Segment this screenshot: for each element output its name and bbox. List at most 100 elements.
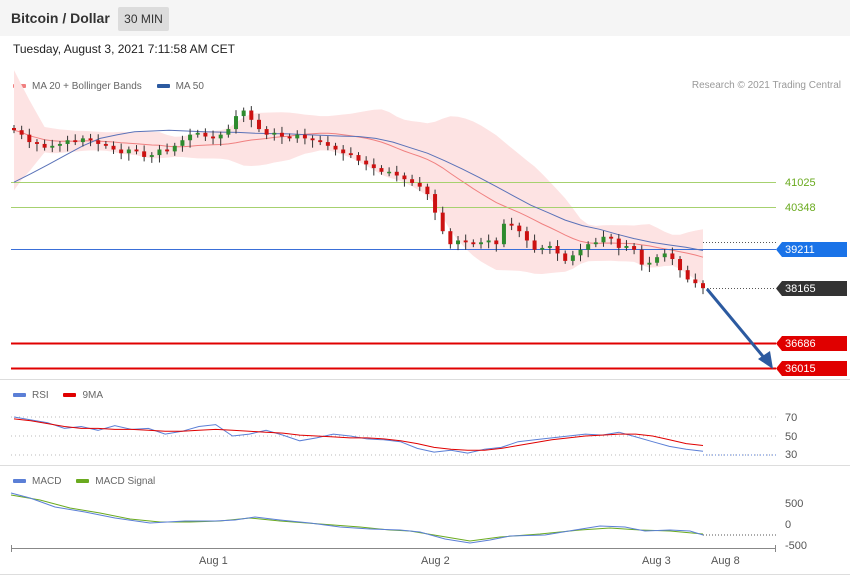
legend-swatch: [13, 393, 26, 398]
candle-body: [241, 110, 246, 117]
candle-body: [517, 225, 522, 232]
legend-item-ma50: MA 50: [156, 81, 204, 92]
candle-body: [394, 171, 399, 176]
candle-body: [318, 140, 323, 143]
support-1-tag: 36686: [776, 336, 847, 351]
candle-body: [165, 149, 170, 152]
candle-body: [325, 142, 330, 146]
candle-body: [647, 262, 652, 265]
legend-label: MA 50: [175, 81, 204, 92]
candle-body: [655, 257, 660, 263]
candle-body: [103, 143, 108, 146]
candle-body: [96, 140, 101, 144]
legend-swatch: [63, 393, 77, 398]
candle-body: [218, 134, 223, 139]
candle-body: [448, 231, 453, 245]
bollinger-band-fill: [14, 70, 703, 286]
candle-body: [195, 132, 200, 135]
price-levels: [11, 182, 776, 370]
candle-body: [34, 142, 39, 144]
candle-body: [287, 136, 292, 139]
rsi-9ma-line: [13, 418, 704, 451]
rsi-tick-70: 70: [785, 412, 797, 424]
legend-swatch: [13, 479, 26, 484]
rsi-legend: RSI 9MA: [13, 389, 115, 403]
candle-body: [478, 242, 483, 245]
resistance-1-label: 40348: [785, 202, 816, 214]
credit-text: Research © 2021 Trading Central: [691, 80, 841, 91]
candle-body: [172, 145, 177, 152]
support-2-label: 36015: [785, 363, 816, 375]
candle-body: [563, 253, 568, 261]
candle-body: [279, 132, 284, 137]
macd-line: [10, 492, 704, 544]
candle-body: [364, 160, 369, 165]
candle-body: [65, 140, 70, 144]
candle-body: [119, 149, 124, 154]
candle-body: [616, 238, 621, 248]
forecast-arrow-head: [758, 351, 773, 369]
pivot-label: 39211: [785, 244, 815, 256]
candle-body: [547, 246, 552, 248]
rsi-panel: 70 50 30: [11, 412, 797, 461]
candle-body: [494, 240, 499, 245]
last-price-label: 38165: [785, 283, 816, 295]
legend-label: 9MA: [82, 390, 104, 401]
candle-body: [570, 255, 575, 261]
candle-body: [601, 236, 606, 243]
resistance-2-label: 41025: [785, 177, 816, 189]
candle-body: [486, 240, 491, 243]
candle-body: [532, 240, 537, 250]
legend-item-macd-signal: MACD Signal: [76, 476, 155, 487]
candle-body: [272, 132, 277, 135]
candle-body: [425, 186, 430, 195]
macd-tick-0: 0: [785, 519, 791, 531]
candle-body: [256, 119, 261, 130]
candle-body: [417, 182, 422, 187]
candle-body: [701, 283, 705, 289]
pivot-tag-bg: [776, 242, 847, 257]
candle-body: [662, 253, 667, 258]
forecast-arrow-shaft: [705, 288, 768, 361]
support-2-tag-bg: [776, 361, 847, 376]
candle-body: [371, 164, 376, 169]
candle-body: [12, 127, 16, 131]
macd-signal-line: [10, 494, 704, 542]
candle-body: [149, 155, 154, 157]
candle-body: [203, 132, 208, 137]
legend-swatch: [76, 479, 90, 484]
candle-body: [555, 246, 560, 254]
candle-body: [333, 145, 338, 150]
legend-item-rsi: RSI: [13, 390, 49, 401]
candle-body: [57, 143, 62, 146]
candle-body: [433, 194, 438, 213]
candle-body: [540, 247, 545, 250]
x-label-aug1: Aug 1: [199, 555, 228, 567]
legend-label: MA 20 + Bollinger Bands: [32, 81, 142, 92]
ma50-line: [13, 129, 704, 251]
candle-body: [578, 249, 583, 256]
support-1-label: 36686: [785, 338, 816, 350]
timestamp: Tuesday, August 3, 2021 7:11:58 AM CET: [13, 42, 235, 56]
candle-body: [678, 259, 683, 271]
last-price-tag: 38165: [776, 281, 847, 296]
candle-body: [624, 246, 629, 248]
candle-body: [264, 129, 269, 135]
candle-body: [295, 134, 300, 139]
candle-body: [234, 116, 239, 130]
candle-body: [670, 253, 675, 260]
candle-body: [509, 223, 514, 226]
candle-body: [593, 242, 598, 245]
candle-body: [410, 179, 415, 183]
support-2-tag: 36015: [776, 361, 847, 376]
rsi-tick-30: 30: [785, 449, 797, 461]
candlesticks: [12, 106, 705, 295]
interval-badge[interactable]: 30 MIN: [118, 7, 169, 31]
x-label-aug8: Aug 8: [711, 555, 740, 567]
candle-body: [387, 171, 392, 174]
legend-swatch: [156, 84, 170, 89]
pivot-tag: 39211: [776, 242, 847, 257]
candle-body: [586, 244, 591, 250]
candle-body: [609, 236, 614, 239]
